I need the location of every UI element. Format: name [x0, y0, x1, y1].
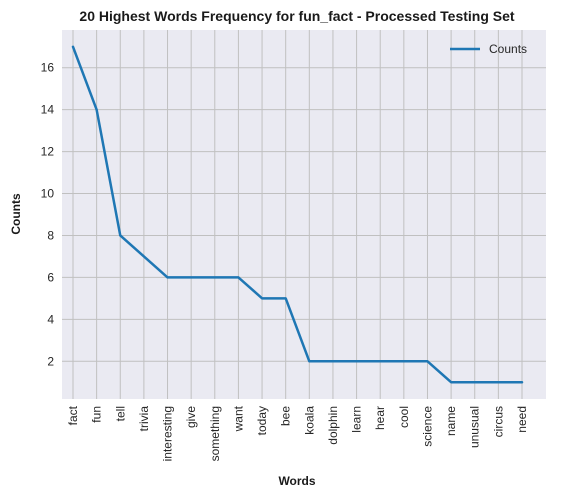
y-tick-label: 4 — [47, 312, 54, 326]
series-layer — [71, 45, 524, 384]
x-tick-label: koala — [302, 406, 316, 435]
x-tick-label: give — [184, 406, 198, 428]
x-axis-label: Words — [278, 474, 315, 488]
x-tick-label: unusual — [468, 406, 482, 448]
legend: Counts — [450, 42, 527, 56]
x-tick-label: dolphin — [326, 406, 340, 445]
chart-title: 20 Highest Words Frequency for fun_fact … — [79, 8, 514, 24]
legend-label: Counts — [489, 42, 527, 56]
x-tick-label: want — [231, 405, 245, 432]
y-tick-label: 16 — [41, 61, 55, 75]
grid-lines — [62, 30, 546, 399]
x-tick-label: fun — [90, 406, 104, 423]
y-tick-labels: 2 4 6 8 10 12 14 16 — [41, 61, 55, 369]
y-axis-label: Counts — [9, 193, 23, 235]
x-tick-label: today — [255, 406, 269, 435]
x-tick-label: need — [515, 406, 529, 433]
series-line — [71, 45, 524, 384]
x-tick-label: name — [444, 406, 458, 436]
x-tick-label: something — [208, 406, 222, 461]
x-tick-label: science — [420, 406, 434, 447]
y-tick-label: 6 — [47, 270, 54, 284]
plot-area — [62, 30, 546, 399]
y-tick-label: 14 — [41, 103, 55, 117]
y-tick-label: 8 — [47, 228, 54, 242]
x-tick-label: fact — [66, 405, 80, 425]
x-tick-label: cool — [397, 406, 411, 428]
y-tick-label: 2 — [47, 354, 54, 368]
x-tick-label: circus — [491, 406, 505, 437]
x-tick-label: bee — [279, 406, 293, 426]
x-tick-label: learn — [350, 406, 364, 433]
x-tick-label: trivia — [137, 406, 151, 432]
x-tick-label: hear — [373, 406, 387, 430]
x-tick-labels: fact fun tell trivia interesting give somethin… — [66, 405, 529, 461]
x-tick-label: interesting — [161, 406, 175, 461]
x-tick-label: tell — [113, 406, 127, 421]
y-tick-label: 12 — [41, 145, 55, 159]
y-tick-label: 10 — [41, 187, 55, 201]
